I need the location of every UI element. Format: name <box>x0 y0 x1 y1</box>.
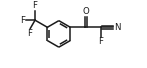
Text: F: F <box>32 1 37 10</box>
Text: F: F <box>20 16 25 25</box>
Text: O: O <box>83 7 90 16</box>
Text: F: F <box>98 37 103 46</box>
Text: N: N <box>114 23 120 32</box>
Text: F: F <box>27 29 32 38</box>
